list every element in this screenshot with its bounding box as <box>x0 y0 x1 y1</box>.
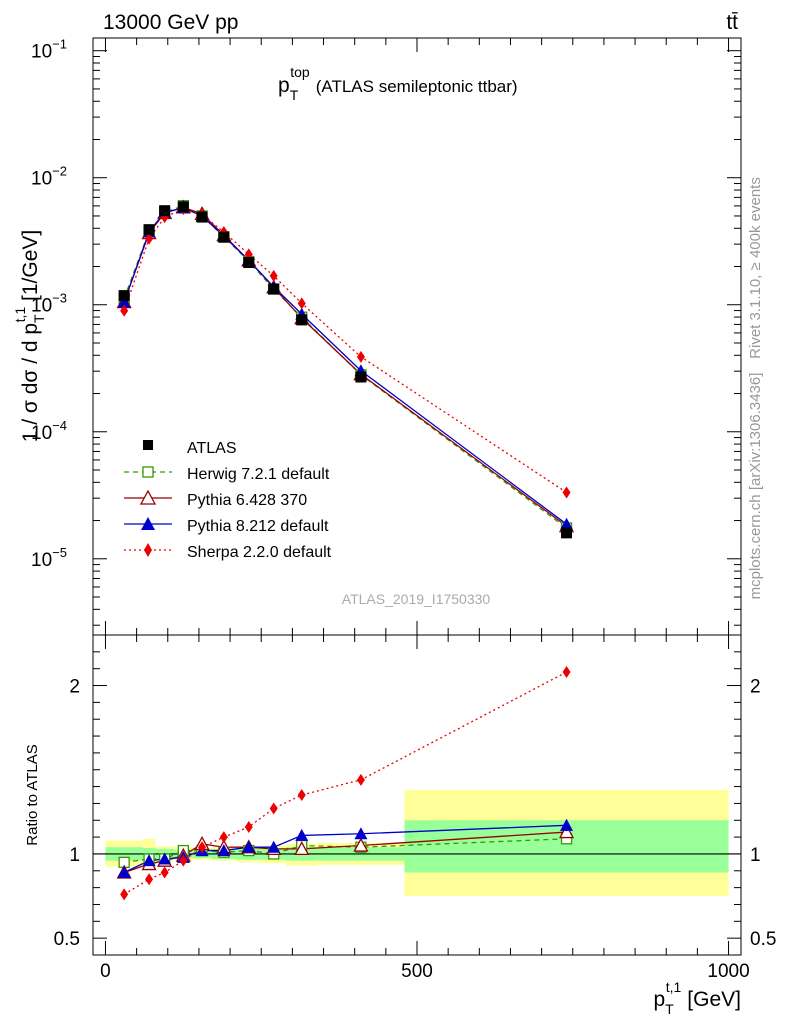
ratio-point-pythia-8-212-default <box>267 840 281 853</box>
legend-label-pythia8: Pythia 8.212 default <box>187 518 329 535</box>
ratio-ytick-label-left: 1 <box>69 845 80 866</box>
main-ytick-label: 10−4 <box>31 418 67 444</box>
main-point-atlas <box>177 201 189 213</box>
ratio-series-markers <box>116 666 575 901</box>
main-ytick-label: 10−2 <box>31 164 67 190</box>
main-point-pythia-8-212-default <box>117 295 131 308</box>
process-label: tt̄ <box>726 11 738 34</box>
legend-entry-pythia8: Pythia 8.212 default <box>124 517 329 535</box>
analysis-watermark: ATLAS_2019_I1750330 <box>342 591 491 607</box>
main-ytick-label: 10−5 <box>31 545 67 571</box>
main-panel: 10−1 10−2 10−3 10−4 10−5 pTtop(ATLAS semilep… <box>31 37 742 636</box>
main-point-atlas <box>296 314 308 326</box>
ratio-ytick-label-left: 0.5 <box>54 929 80 950</box>
main-point-sherpa-2-2-0-default <box>269 269 278 282</box>
x-axis-ticks: 0 500 1000 <box>100 38 750 982</box>
legend-label-pythia6: Pythia 6.428 370 <box>187 492 307 509</box>
mcplots-label: mcplots.cern.ch [arXiv:1306.3436] <box>747 373 764 600</box>
legend-entry-pythia6: Pythia 6.428 370 <box>124 489 307 509</box>
ratio-y-ticks: 2 2 1 1 0.5 0.5 <box>54 651 776 950</box>
legend: ATLAS Herwig 7.2.1 default Pythia 6.428 … <box>124 440 332 561</box>
x-axis-label: pTt,1[GeV] <box>653 979 741 1017</box>
ratio-point-pythia-8-212-default <box>217 844 231 857</box>
ratio-uncertainty-bands <box>93 789 741 897</box>
main-point-atlas <box>243 257 255 269</box>
ratio-point-pythia-8-212-default <box>142 854 156 867</box>
ratio-ytick-label-right: 2 <box>750 677 761 698</box>
legend-entry-sherpa: Sherpa 2.2.0 default <box>124 543 332 561</box>
ratio-point-pythia-8-212-default <box>295 828 309 841</box>
main-point-atlas <box>355 371 367 383</box>
ratio-point-sherpa-2-2-0-default <box>297 789 306 801</box>
energy-label: 13000 GeV pp <box>103 11 238 34</box>
legend-entry-atlas: ATLAS <box>143 440 237 457</box>
ratio-point-sherpa-2-2-0-default <box>562 666 571 679</box>
ratio-point-sherpa-2-2-0-default <box>198 841 207 854</box>
main-point-sherpa-2-2-0-default <box>356 350 365 363</box>
legend-marker-herwig <box>142 466 154 478</box>
main-point-sherpa-2-2-0-default <box>297 297 306 310</box>
legend-marker-sherpa <box>144 543 152 557</box>
ratio-point-pythia-8-212-default <box>242 840 256 853</box>
main-ytick-label: 10−1 <box>31 37 67 63</box>
ratio-point-pythia-8-212-default <box>354 827 368 840</box>
ratio-ytick-label-right: 1 <box>750 845 761 866</box>
ratio-point-pythia-8-212-default <box>158 852 172 865</box>
x-tick-label: 1000 <box>707 961 749 982</box>
main-ytick-label: 10−3 <box>31 291 67 317</box>
main-point-atlas <box>118 290 130 302</box>
plot-title: pTtop(ATLAS semileptonic ttbar) <box>278 64 518 103</box>
main-point-atlas <box>268 283 280 295</box>
main-series-markers <box>116 199 575 539</box>
ratio-point-sherpa-2-2-0-default <box>179 854 188 867</box>
legend-marker-pythia6 <box>139 489 157 505</box>
ratio-point-sherpa-2-2-0-default <box>160 866 169 879</box>
ratio-point-pythia-6-428-370 <box>558 824 575 839</box>
legend-label-sherpa: Sherpa 2.2.0 default <box>187 544 332 561</box>
legend-marker-atlas <box>143 440 153 450</box>
ratio-panel: 2 2 1 1 0.5 0.5 <box>54 634 776 956</box>
ratio-y-axis-label: Ratio to ATLAS <box>24 744 41 845</box>
legend-label-atlas: ATLAS <box>187 440 237 457</box>
main-point-atlas <box>218 231 230 243</box>
main-point-atlas <box>196 211 208 223</box>
legend-entry-herwig: Herwig 7.2.1 default <box>124 466 330 483</box>
legend-label-herwig: Herwig 7.2.1 default <box>187 466 330 483</box>
main-point-sherpa-2-2-0-default <box>562 486 571 499</box>
ratio-ytick-label-right: 0.5 <box>750 929 776 950</box>
main-point-atlas <box>159 205 171 217</box>
x-tick-label: 0 <box>100 961 111 982</box>
ratio-point-sherpa-2-2-0-default <box>120 888 129 901</box>
main-y-ticks: 10−1 10−2 10−3 10−4 10−5 <box>31 37 741 626</box>
legend-marker-pythia8 <box>141 517 155 530</box>
ratio-point-sherpa-2-2-0-default <box>269 802 278 815</box>
ratio-point-pythia-6-428-370 <box>353 837 369 852</box>
rivet-label: Rivet 3.1.10, ≥ 400k events <box>747 177 764 359</box>
ratio-point-sherpa-2-2-0-default <box>219 831 228 844</box>
main-point-pythia-8-212-default <box>560 517 574 530</box>
main-point-sherpa-2-2-0-default <box>145 232 154 245</box>
ratio-point-pythia-6-428-370 <box>294 841 310 856</box>
main-point-atlas <box>143 224 155 236</box>
ratio-point-sherpa-2-2-0-default <box>356 773 365 786</box>
ratio-point-sherpa-2-2-0-default <box>244 821 253 833</box>
x-tick-label: 500 <box>401 961 433 982</box>
main-y-axis-label: 1 / σ dσ / d pTt,1 [1/GeV] <box>12 230 47 443</box>
ratio-ytick-label-left: 2 <box>69 677 80 698</box>
main-point-sherpa-2-2-0-default <box>120 304 129 317</box>
ratio-point-sherpa-2-2-0-default <box>145 873 154 886</box>
main-point-atlas <box>561 527 573 539</box>
ratio-point-pythia-8-212-default <box>117 865 131 878</box>
